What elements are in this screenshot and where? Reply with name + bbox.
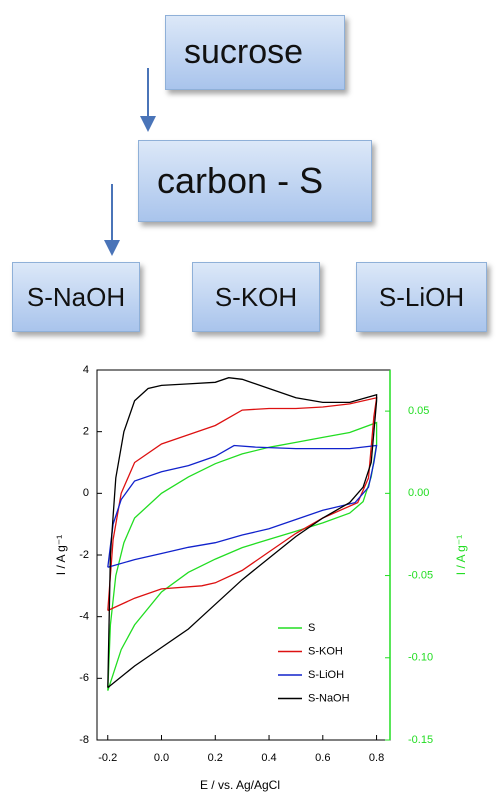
x-tick-label: 0.4	[261, 752, 276, 764]
cv-curve	[107, 421, 378, 691]
arrows	[104, 68, 156, 256]
cv-curve	[107, 396, 378, 612]
node-box: S-KOH	[192, 262, 320, 332]
node-box: carbon - S	[138, 140, 372, 222]
x-axis-label: E / vs. Ag/AgCl	[200, 778, 280, 792]
y-tick-label: -6	[79, 672, 89, 684]
y-tick-label: -2	[79, 549, 89, 561]
legend-label: S-NaOH	[308, 692, 350, 704]
plot-frame	[96, 369, 391, 741]
y-tick-label: 0	[83, 487, 89, 499]
y-tick-label: -8	[79, 734, 89, 746]
x-tick-label: 0.8	[369, 752, 384, 764]
node-box: S-NaOH	[12, 262, 140, 332]
y-tick-label: 4	[83, 364, 89, 376]
legend-label: S	[308, 622, 315, 634]
legend-label: S-LiOH	[308, 669, 344, 681]
x-tick-label: -0.2	[98, 752, 117, 764]
y2-tick-label: -0.05	[408, 569, 433, 581]
node-box: S-LiOH	[356, 262, 487, 332]
y2-tick-label: 0.00	[408, 487, 429, 499]
y2-tick-label: -0.10	[408, 652, 433, 664]
node-box: sucrose	[165, 15, 345, 90]
y-axis-label: I / A g⁻¹	[54, 535, 68, 575]
y-tick-label: 2	[83, 426, 89, 438]
y2-tick-label: -0.15	[408, 734, 433, 746]
y-tick-label: -4	[79, 611, 89, 623]
x-tick-label: 0.6	[315, 752, 330, 764]
cv-curve	[107, 377, 378, 689]
x-tick-label: 0.0	[154, 752, 169, 764]
y2-tick-label: 0.05	[408, 405, 429, 417]
y2-axis-label: I / A g⁻¹	[454, 535, 468, 575]
x-tick-label: 0.2	[208, 752, 223, 764]
legend-label: S-KOH	[308, 645, 343, 657]
cv-curve	[107, 444, 378, 568]
